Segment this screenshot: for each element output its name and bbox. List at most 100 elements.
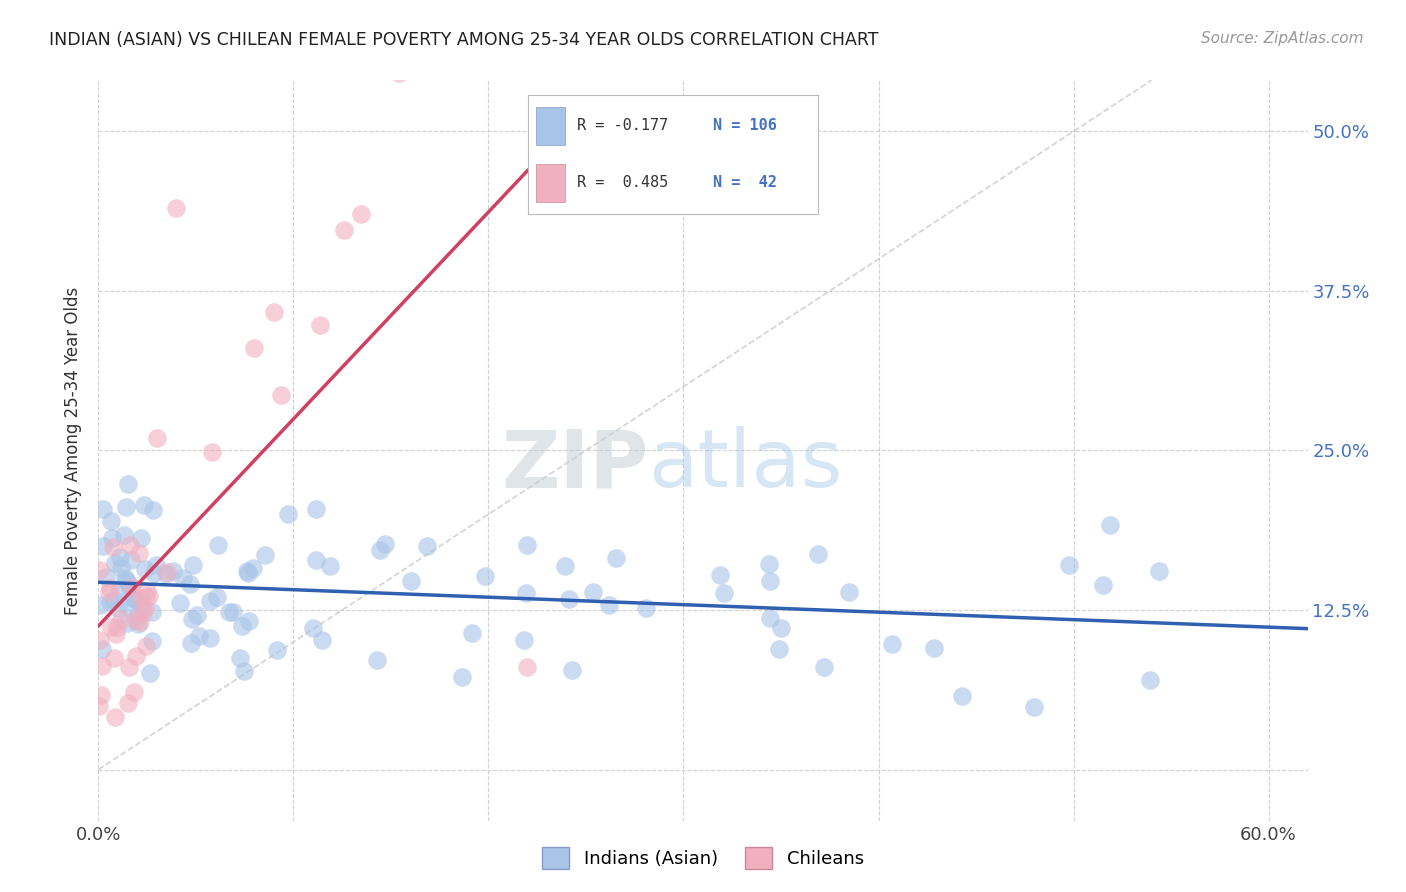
Point bbox=[305, 501, 328, 516]
Point bbox=[146, 431, 169, 445]
Point bbox=[229, 650, 252, 665]
Point bbox=[134, 562, 156, 576]
Point bbox=[115, 616, 138, 631]
Point bbox=[922, 640, 945, 655]
Point bbox=[205, 590, 228, 604]
Point bbox=[253, 548, 276, 562]
Point bbox=[101, 531, 124, 545]
Point bbox=[180, 636, 202, 650]
Point bbox=[181, 558, 204, 573]
Point bbox=[110, 560, 132, 574]
Point bbox=[270, 388, 292, 402]
Point bbox=[114, 571, 136, 585]
Point bbox=[127, 607, 149, 622]
Point bbox=[366, 653, 388, 667]
Point bbox=[138, 589, 160, 603]
Point bbox=[332, 223, 354, 237]
Point bbox=[311, 632, 333, 647]
Point bbox=[118, 660, 141, 674]
Point bbox=[91, 642, 114, 657]
Point bbox=[155, 567, 177, 582]
Point bbox=[100, 514, 122, 528]
Point bbox=[770, 621, 793, 635]
Point bbox=[516, 538, 538, 552]
Point bbox=[141, 605, 163, 619]
Point bbox=[145, 558, 167, 573]
Point bbox=[598, 599, 620, 613]
Point bbox=[388, 66, 411, 80]
Point bbox=[128, 546, 150, 560]
Point bbox=[759, 574, 782, 589]
Point bbox=[98, 585, 121, 599]
Point bbox=[90, 688, 112, 702]
Point bbox=[90, 659, 112, 673]
Point bbox=[319, 559, 342, 574]
Point bbox=[399, 574, 422, 589]
Point bbox=[103, 593, 125, 607]
Point bbox=[179, 576, 201, 591]
Point bbox=[98, 581, 121, 595]
Point bbox=[416, 540, 439, 554]
Point bbox=[263, 305, 285, 319]
Point bbox=[122, 591, 145, 605]
Point bbox=[138, 666, 160, 681]
Point bbox=[266, 643, 288, 657]
Text: INDIAN (ASIAN) VS CHILEAN FEMALE POVERTY AMONG 25-34 YEAR OLDS CORRELATION CHART: INDIAN (ASIAN) VS CHILEAN FEMALE POVERTY… bbox=[49, 31, 879, 49]
Point bbox=[1092, 577, 1115, 591]
Point bbox=[807, 547, 830, 561]
Point bbox=[350, 207, 373, 221]
Point bbox=[882, 637, 904, 651]
Point bbox=[813, 660, 835, 674]
Point bbox=[165, 201, 187, 215]
Point bbox=[758, 611, 780, 625]
Point bbox=[103, 651, 125, 665]
Point bbox=[207, 538, 229, 552]
Point bbox=[1024, 699, 1046, 714]
Point bbox=[136, 583, 159, 598]
Point bbox=[305, 553, 328, 567]
Point bbox=[557, 592, 579, 607]
Point bbox=[122, 685, 145, 699]
Point bbox=[120, 553, 142, 567]
Point bbox=[142, 502, 165, 516]
Point bbox=[162, 564, 184, 578]
Point bbox=[131, 598, 153, 612]
Point bbox=[1098, 518, 1121, 533]
Point bbox=[89, 564, 111, 578]
Point bbox=[118, 581, 141, 595]
Point bbox=[129, 531, 152, 545]
Point bbox=[186, 608, 208, 623]
Point bbox=[129, 615, 152, 630]
Point bbox=[114, 500, 136, 515]
Point bbox=[132, 498, 155, 512]
Point bbox=[238, 614, 260, 628]
Point bbox=[101, 540, 124, 554]
Point bbox=[107, 601, 129, 615]
Point bbox=[187, 629, 209, 643]
Point bbox=[134, 601, 156, 615]
Point bbox=[218, 606, 240, 620]
Point bbox=[236, 566, 259, 580]
Point bbox=[108, 582, 131, 596]
Point bbox=[1147, 564, 1170, 578]
Point bbox=[374, 537, 396, 551]
Point bbox=[515, 586, 537, 600]
Point bbox=[100, 595, 122, 609]
Point bbox=[91, 502, 114, 516]
Point bbox=[135, 591, 157, 605]
Point bbox=[104, 557, 127, 571]
Point bbox=[634, 601, 657, 615]
Point bbox=[838, 584, 860, 599]
Point bbox=[104, 626, 127, 640]
Point bbox=[96, 569, 118, 583]
Point bbox=[368, 542, 391, 557]
Point bbox=[87, 698, 110, 713]
Point bbox=[115, 573, 138, 587]
Point bbox=[561, 663, 583, 677]
Point bbox=[231, 619, 253, 633]
Point bbox=[198, 632, 221, 646]
Point bbox=[460, 626, 482, 640]
Point bbox=[104, 710, 127, 724]
Point bbox=[125, 648, 148, 663]
Point bbox=[1139, 673, 1161, 687]
